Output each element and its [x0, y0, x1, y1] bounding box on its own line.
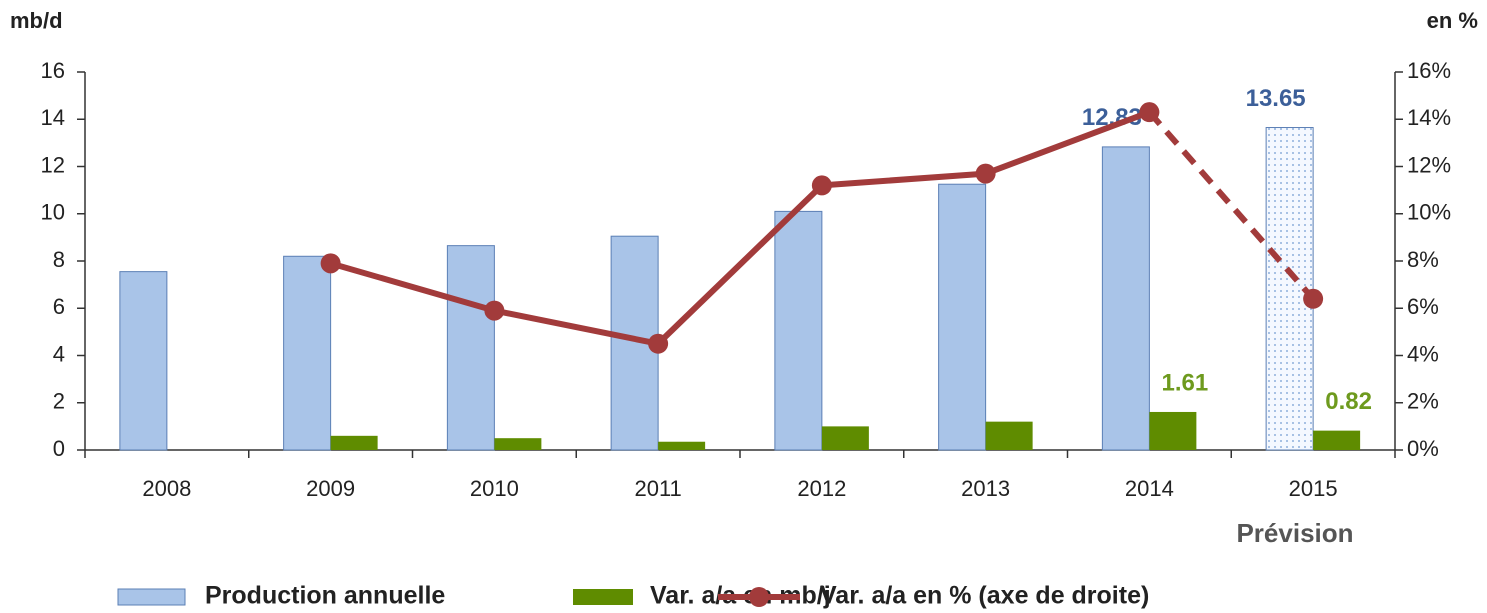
- bar: [985, 421, 1033, 450]
- line-point: [1139, 102, 1160, 123]
- bar: [1313, 430, 1361, 450]
- y-tick-label: 4: [53, 341, 65, 366]
- bar: [446, 245, 495, 451]
- bar: [658, 441, 706, 450]
- legend-label: Var. a/a en % (axe de droite): [820, 582, 1149, 610]
- data-label: 0.82: [1325, 388, 1372, 415]
- x-tick-label: 2014: [1125, 476, 1174, 501]
- y-axis-label: mb/d: [10, 8, 63, 33]
- line: [329, 109, 1151, 347]
- y2-tick-label: 4%: [1407, 341, 1439, 366]
- y-tick-label: 10: [41, 200, 65, 225]
- legend-swatch: [749, 587, 769, 607]
- x-tick-label: 2012: [797, 476, 846, 501]
- bar: [119, 271, 168, 451]
- line-point: [648, 333, 669, 354]
- y2-tick-label: 0%: [1407, 436, 1439, 461]
- bar: [821, 426, 869, 450]
- data-label: 13.65: [1246, 85, 1306, 112]
- legend-label: Production annuelle: [205, 582, 445, 610]
- bar: [330, 435, 378, 450]
- line-point: [1303, 288, 1324, 309]
- bar: [1149, 411, 1197, 450]
- y-tick-label: 16: [41, 58, 65, 83]
- y2-tick-label: 12%: [1407, 152, 1451, 177]
- legend-swatch: [117, 588, 186, 606]
- y2-axis-label: en %: [1427, 8, 1478, 33]
- y-tick-label: 12: [41, 152, 65, 177]
- bar: [283, 255, 332, 451]
- x-tick-label: 2010: [470, 476, 519, 501]
- data-label: 1.61: [1162, 369, 1209, 396]
- x-tick-label: 2009: [306, 476, 355, 501]
- x-tick-label: 2013: [961, 476, 1010, 501]
- y2-tick-label: 2%: [1407, 389, 1439, 414]
- x-tick-label: 2011: [634, 476, 681, 501]
- y2-tick-label: 10%: [1407, 200, 1451, 225]
- line-forecast: [1147, 110, 1316, 301]
- x-tick-label: 2015: [1289, 476, 1338, 501]
- y2-tick-label: 14%: [1407, 105, 1451, 130]
- line-point: [975, 163, 996, 184]
- bar: [938, 183, 987, 451]
- x-tick-label: 2008: [142, 476, 191, 501]
- bar: [494, 438, 542, 450]
- bar: [1101, 146, 1150, 451]
- bar: [774, 210, 823, 451]
- line-point: [320, 253, 341, 274]
- y-tick-label: 2: [53, 389, 65, 414]
- y-tick-label: 8: [53, 247, 65, 272]
- legend-swatch: [573, 589, 633, 605]
- y-tick-label: 14: [41, 105, 65, 130]
- line-point: [811, 175, 832, 196]
- y-tick-label: 0: [53, 436, 65, 461]
- y2-tick-label: 6%: [1407, 294, 1439, 319]
- y-tick-label: 6: [53, 294, 65, 319]
- y2-tick-label: 16%: [1407, 58, 1451, 83]
- line-point: [484, 300, 505, 321]
- y2-tick-label: 8%: [1407, 247, 1439, 272]
- annotation: Prévision: [1236, 518, 1353, 548]
